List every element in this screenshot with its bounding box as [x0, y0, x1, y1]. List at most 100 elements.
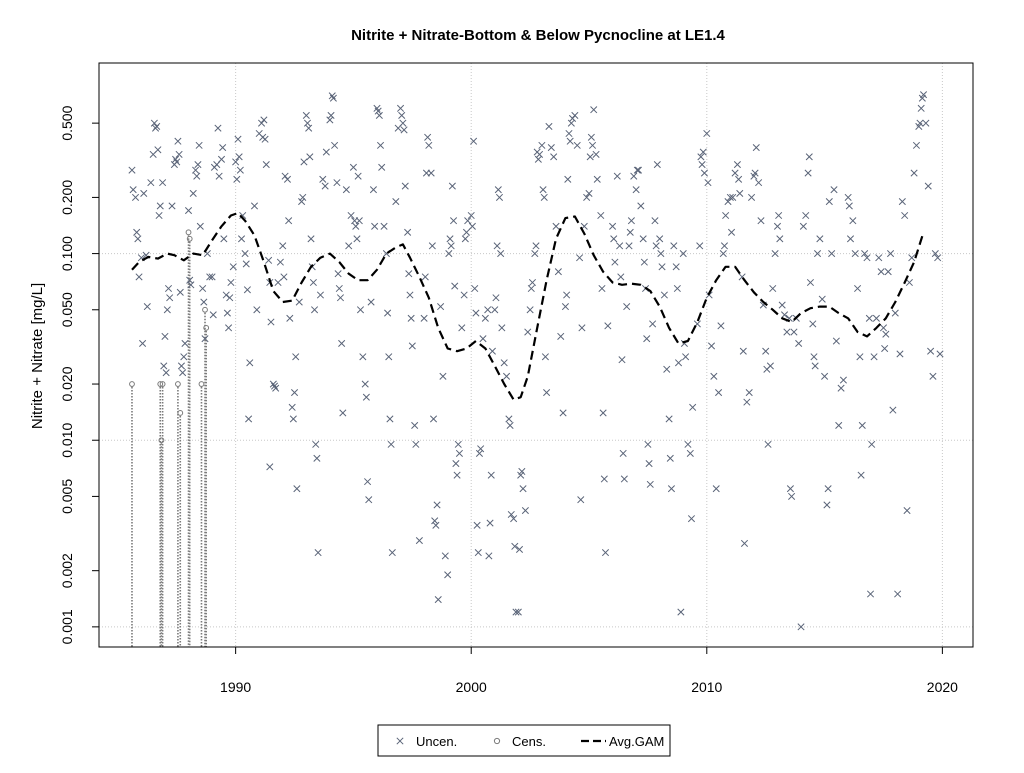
uncen-point: [208, 273, 216, 281]
uncen-point: [620, 475, 628, 483]
uncen-point: [398, 111, 406, 119]
uncen-point: [140, 189, 148, 198]
uncen-point: [813, 250, 822, 258]
uncen-point: [187, 281, 195, 289]
uncen-point: [412, 440, 420, 448]
uncen-point: [849, 217, 857, 225]
uncen-point: [290, 389, 299, 397]
uncen-point: [470, 137, 478, 145]
uncen-point: [861, 250, 869, 258]
uncen-point: [288, 403, 296, 411]
uncen-point: [630, 172, 638, 180]
uncen-point: [799, 222, 807, 230]
uncen-point: [619, 449, 627, 457]
plot-frame: [98, 62, 974, 648]
uncen-point: [387, 440, 395, 448]
uncen-point: [223, 309, 231, 317]
legend-gam-label: Avg.GAM: [609, 734, 664, 749]
uncen-point: [637, 202, 645, 210]
uncen-point: [392, 198, 400, 206]
uncen-point: [922, 119, 930, 127]
uncen-point: [592, 150, 600, 158]
uncen-point: [236, 166, 244, 174]
uncen-point: [367, 298, 375, 306]
uncen-point: [687, 515, 696, 523]
uncen-point: [133, 228, 141, 236]
y-tick-label: 0.100: [59, 236, 75, 271]
uncen-point: [467, 211, 475, 220]
uncen-point: [241, 250, 249, 258]
uncen-point: [795, 339, 803, 348]
uncen-point: [857, 471, 865, 479]
uncen-point: [172, 155, 180, 163]
uncen-point: [220, 235, 228, 243]
uncen-point: [703, 129, 711, 138]
uncen-point: [168, 202, 176, 210]
uncen-point: [189, 189, 197, 198]
uncen-point: [617, 273, 625, 281]
uncen-point: [431, 517, 439, 525]
uncen-point: [246, 359, 254, 367]
uncen-point: [420, 314, 428, 322]
uncen-point: [234, 135, 242, 143]
uncen-point: [192, 166, 200, 174]
uncen-point: [858, 421, 866, 430]
uncen-point: [818, 295, 826, 303]
uncen-point: [651, 217, 659, 225]
uncen-point: [665, 415, 673, 423]
uncen-point: [790, 328, 798, 336]
uncen-point: [239, 211, 247, 220]
uncen-point: [898, 198, 906, 206]
uncen-point: [233, 175, 241, 183]
uncen-point: [222, 291, 230, 299]
uncen-point: [866, 590, 875, 598]
uncen-point: [505, 415, 513, 423]
uncen-point: [354, 172, 362, 180]
uncen-point: [674, 359, 683, 367]
uncen-point: [129, 186, 137, 194]
uncen-point: [376, 141, 385, 149]
uncen-point: [679, 250, 687, 258]
uncen-point: [492, 294, 500, 302]
uncen-point: [585, 189, 593, 198]
uncen-point: [498, 324, 506, 332]
uncen-point: [302, 111, 310, 119]
uncen-point: [547, 143, 555, 152]
uncen-point: [471, 284, 479, 293]
uncen-point: [578, 324, 586, 332]
uncen-point: [243, 286, 251, 294]
uncen-point: [797, 623, 805, 631]
uncen-point: [369, 186, 378, 194]
uncen-point: [672, 263, 680, 271]
uncen-point: [474, 549, 482, 557]
uncen-point: [143, 303, 151, 311]
y-tick-label: 0.005: [59, 479, 75, 514]
uncen-point: [375, 111, 383, 119]
uncen-point: [356, 306, 365, 314]
uncen-point: [200, 298, 208, 306]
uncen-point: [497, 250, 505, 258]
uncen-point: [131, 193, 140, 201]
uncen-point: [616, 242, 624, 250]
x-tick-label: 2000: [456, 679, 487, 695]
uncen-point: [656, 235, 664, 243]
uncen-point: [219, 143, 227, 152]
uncen-point: [588, 141, 597, 149]
uncen-point: [464, 217, 472, 225]
uncen-point: [524, 328, 532, 336]
uncen-point: [543, 389, 551, 397]
uncen-point: [479, 335, 487, 343]
uncen-point: [196, 222, 204, 230]
gam-series: [131, 211, 925, 401]
uncen-point: [209, 311, 217, 319]
y-axis: 0.001 0.002 0.005 0.010 0.020 0.050 0.100 0.200…: [59, 105, 99, 644]
uncen-point: [726, 193, 734, 201]
uncen-point: [670, 242, 678, 250]
uncen-point: [601, 549, 610, 557]
censored-series: [129, 229, 210, 647]
uncen-point: [727, 228, 736, 236]
uncen-point: [380, 222, 388, 230]
uncen-point: [766, 362, 774, 370]
uncen-point: [427, 169, 435, 177]
uncen-point: [720, 242, 729, 250]
